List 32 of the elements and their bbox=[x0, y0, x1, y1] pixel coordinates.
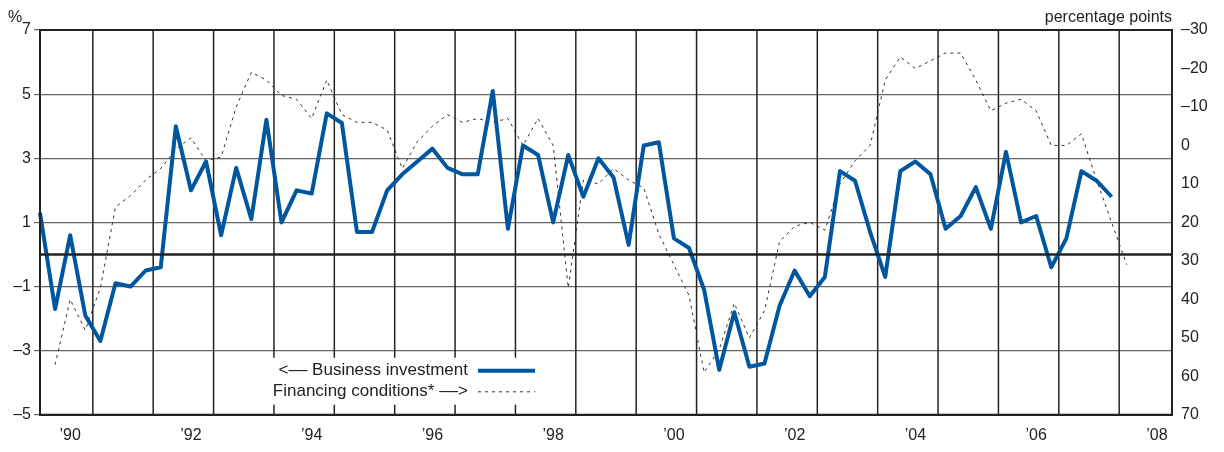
x-tick-label: ’98 bbox=[542, 425, 564, 443]
y2-tick-label: –20 bbox=[1181, 58, 1208, 76]
x-tick-label: ’04 bbox=[904, 425, 927, 443]
y2-tick-label: 20 bbox=[1181, 212, 1199, 230]
x-tick-label: ’94 bbox=[301, 425, 323, 443]
y-tick-label: 3 bbox=[22, 148, 32, 166]
y-tick-label: 7 bbox=[22, 20, 32, 38]
y-tick-label: –3 bbox=[13, 341, 32, 359]
y2-tick-label: 60 bbox=[1181, 366, 1199, 384]
y2-tick-label: 40 bbox=[1181, 289, 1199, 307]
y2-axis-title: percentage points bbox=[1044, 8, 1172, 26]
x-tick-label: ’92 bbox=[180, 425, 202, 443]
y2-tick-label: 30 bbox=[1181, 251, 1199, 269]
x-tick-label: ’00 bbox=[663, 425, 685, 443]
legend-label: Financing conditions* ––> bbox=[272, 381, 469, 401]
y2-tick-label: –30 bbox=[1181, 20, 1208, 38]
legend-label: <–– Business investment bbox=[278, 360, 469, 380]
x-tick-label: ’96 bbox=[421, 425, 444, 443]
y2-tick-label: 70 bbox=[1181, 405, 1199, 423]
y-axis-title: % bbox=[8, 8, 23, 26]
y-tick-label: –1 bbox=[13, 276, 32, 294]
x-tick-label: ’08 bbox=[1146, 425, 1168, 443]
x-tick-label: ’90 bbox=[59, 425, 81, 443]
y2-tick-label: 10 bbox=[1181, 174, 1199, 192]
y2-tick-label: 0 bbox=[1181, 135, 1190, 153]
y-tick-label: –5 bbox=[13, 405, 32, 423]
x-tick-label: ’06 bbox=[1025, 425, 1047, 443]
y-tick-label: 1 bbox=[22, 212, 32, 230]
y2-tick-label: –10 bbox=[1181, 97, 1208, 115]
y2-tick-label: 50 bbox=[1181, 328, 1199, 346]
x-tick-label: ’02 bbox=[783, 425, 806, 443]
y-tick-label: 5 bbox=[22, 84, 32, 102]
